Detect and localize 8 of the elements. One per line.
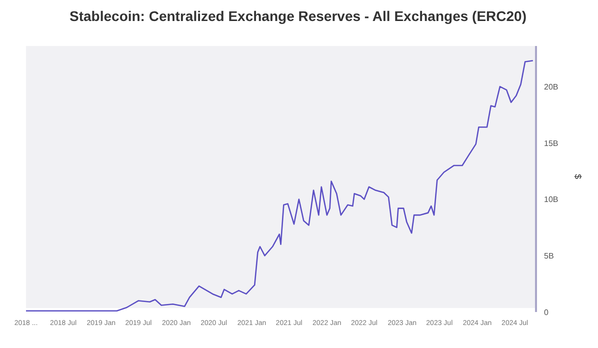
- y-tick-label: 20B: [544, 82, 558, 92]
- y-axis-title: $: [572, 174, 583, 179]
- y-tick-label: 10B: [544, 195, 558, 204]
- chart-title: Stablecoin: Centralized Exchange Reserves - All Exchanges (ERC20): [68, 8, 528, 24]
- line-series: [26, 60, 534, 312]
- y-tick-label: 15B: [544, 138, 558, 148]
- y-tick-label: 5B: [544, 251, 554, 260]
- y-tick-label: 0: [544, 308, 549, 317]
